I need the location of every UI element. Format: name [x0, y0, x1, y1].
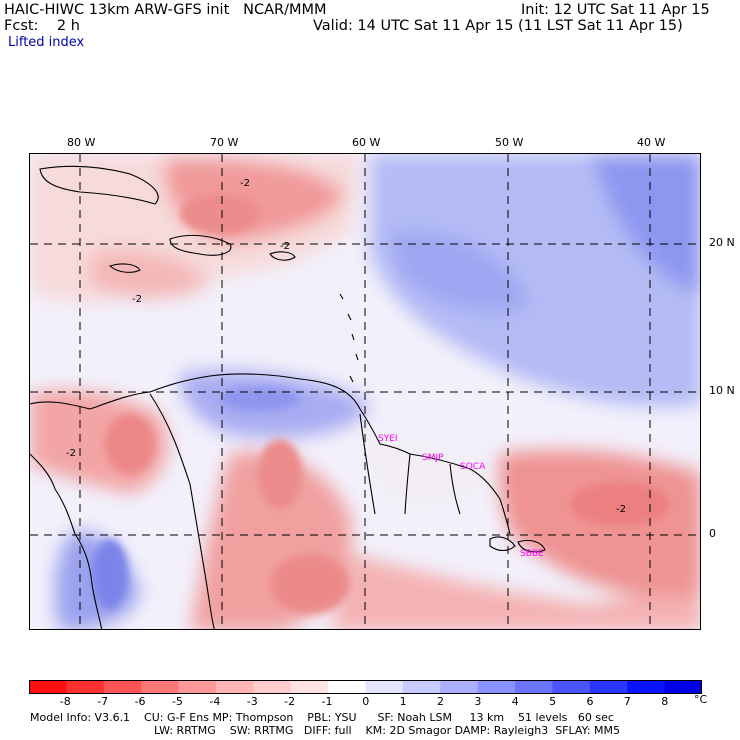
lon-label: 50 W [495, 136, 524, 149]
color-swatch [103, 680, 142, 694]
color-swatch [440, 680, 479, 694]
model-title: HAIC-HIWC 13km ARW-GFS init NCAR/MMM [4, 2, 327, 18]
color-scale-tick-label: 6 [586, 695, 594, 708]
color-swatch [664, 680, 702, 694]
color-swatch [627, 680, 666, 694]
lon-label: 70 W [210, 136, 239, 149]
init-time: Init: 12 UTC Sat 11 Apr 15 [521, 2, 710, 18]
contour-label: -2 [616, 504, 626, 515]
coastlines [30, 165, 546, 629]
lifted-index-map: -2 -2 -2 -2 -2 SYEI SMJP SOCA SBBE [29, 153, 701, 630]
color-swatch [515, 680, 553, 694]
field-detail [92, 194, 670, 614]
color-swatch [589, 680, 628, 694]
color-scale-tick-label: 8 [661, 695, 669, 708]
lat-label: 0 [709, 527, 716, 540]
color-swatch [365, 680, 404, 694]
color-swatch [328, 680, 366, 694]
color-swatch [477, 680, 516, 694]
station-label: SBBE [520, 549, 544, 559]
field-name: Lifted index [8, 35, 85, 50]
color-swatch [253, 680, 292, 694]
model-info-line1: Model Info: V3.6.1 CU: G-F Ens MP: Thomp… [30, 711, 614, 724]
lat-lon-grid [30, 154, 700, 629]
contour-label: -2 [132, 294, 142, 305]
contour-label: -2 [66, 448, 76, 459]
lon-label: 80 W [67, 136, 96, 149]
color-bar-border [29, 680, 702, 694]
color-scale-tick-label: 2 [436, 695, 444, 708]
unit-label: °C [694, 693, 708, 706]
color-scale-tick-label: -5 [171, 695, 183, 708]
valid-time: Valid: 14 UTC Sat 11 Apr 15 (11 LST Sat … [313, 18, 683, 34]
color-scale-tick-label: -4 [209, 695, 221, 708]
color-scale-tick-label: 4 [511, 695, 519, 708]
lat-label: 10 N [709, 384, 735, 397]
color-swatch [29, 680, 67, 694]
color-swatch [141, 680, 180, 694]
color-scale-tick-label: -2 [284, 695, 296, 708]
lon-label: 40 W [637, 136, 666, 149]
color-swatch [552, 680, 591, 694]
model-info-line2: LW: RRTMG SW: RRTMG DIFF: full KM: 2D Sm… [154, 724, 620, 737]
color-scale-tick-label: 7 [623, 695, 631, 708]
color-scale-tick-label: -7 [97, 695, 109, 708]
forecast-hour: Fcst: 2 h [4, 18, 80, 34]
lon-label: 60 W [352, 136, 381, 149]
color-scale-bar [29, 680, 702, 694]
color-scale-tick-label: -1 [321, 695, 333, 708]
color-swatch [402, 680, 441, 694]
lat-label: 20 N [709, 236, 735, 249]
color-swatch [290, 680, 329, 694]
contour-label: -2 [240, 178, 250, 189]
station-label: SYEI [378, 434, 398, 444]
color-scale-tick-label: 1 [399, 695, 407, 708]
station-label: SOCA [460, 462, 486, 472]
color-scale-tick-label: 3 [474, 695, 482, 708]
color-swatch [178, 680, 217, 694]
contour-label: -2 [280, 241, 290, 252]
color-scale-tick-label: 5 [549, 695, 557, 708]
station-label: SMJP [422, 453, 444, 463]
color-scale-tick-label: 0 [362, 695, 370, 708]
color-swatch [215, 680, 254, 694]
color-scale-tick-label: -3 [246, 695, 258, 708]
color-scale-tick-label: -6 [134, 695, 146, 708]
color-scale-tick-label: -8 [59, 695, 71, 708]
color-swatch [66, 680, 105, 694]
